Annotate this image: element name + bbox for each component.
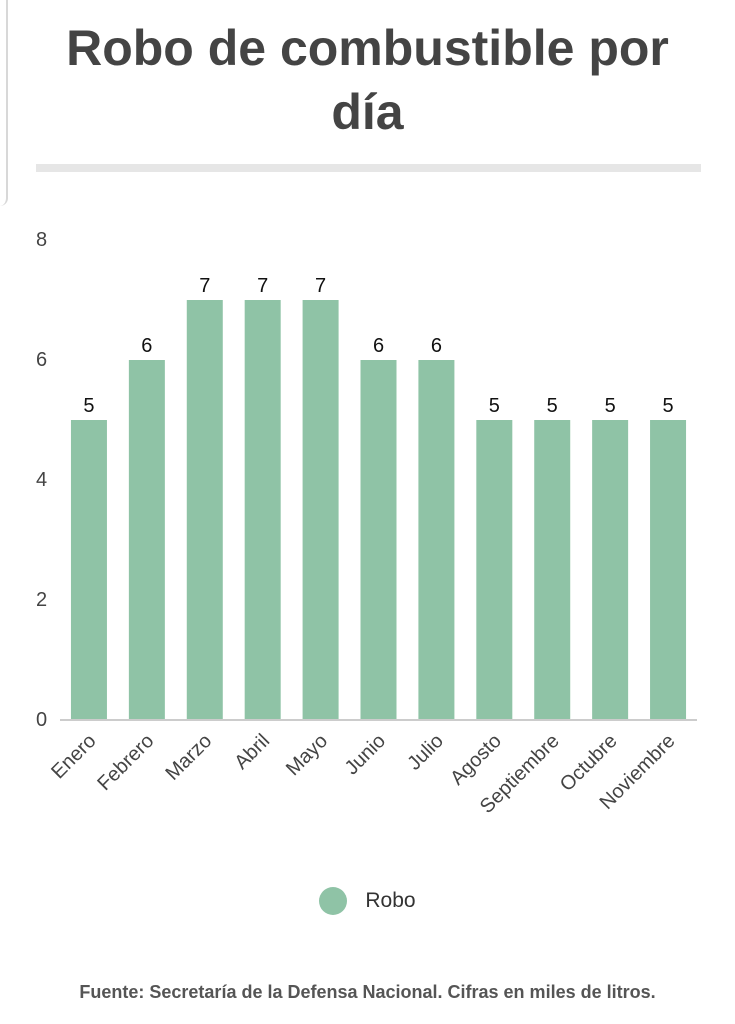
value-labels: 5 6 7 7 7 6 6 5 5 5 5 [83,275,673,417]
bar-abril [244,300,281,720]
value-label: 7 [315,275,326,297]
bar-enero [70,420,107,720]
x-tick-label: Febrero [93,730,158,795]
bar-junio [360,360,397,720]
legend-swatch [319,887,348,915]
bar-septiembre [534,420,571,720]
y-tick-label: 4 [36,469,47,491]
bar-noviembre [650,420,687,720]
value-label: 5 [547,395,558,417]
bar-octubre [592,420,629,720]
value-label: 6 [431,335,442,357]
value-label: 7 [199,275,210,297]
x-tick-label: Mayo [282,730,332,780]
x-tick-label: Marzo [161,730,216,785]
y-tick-label: 2 [36,589,47,611]
bar-febrero [128,360,165,720]
value-label: 7 [257,275,268,297]
bars [70,300,687,720]
x-tick-label: Enero [47,730,100,783]
y-axis-ticks: 0 2 4 6 8 [36,229,47,731]
chart-title: Robo de combustible por día [66,20,669,140]
y-tick-label: 6 [36,349,47,371]
edge-divider [0,0,8,206]
y-tick-label: 0 [36,709,47,731]
bar-mayo [302,300,339,720]
bar-agosto [476,420,513,720]
y-tick-label: 8 [36,229,47,251]
value-label: 5 [605,395,616,417]
legend-label-robo: Robo [365,889,416,912]
value-label: 6 [141,335,152,357]
bar-julio [418,360,455,720]
value-label: 6 [373,335,384,357]
bar-marzo [186,300,223,720]
x-tick-label: Abril [230,730,274,774]
value-label: 5 [83,395,94,417]
source-note: Fuente: Secretaría de la Defensa Naciona… [79,982,656,1002]
x-tick-label: Julio [403,730,448,775]
value-label: 5 [489,395,500,417]
title-divider [36,164,701,172]
legend: Robo [0,884,735,918]
value-label: 5 [662,395,673,417]
x-tick-label: Junio [341,730,390,779]
